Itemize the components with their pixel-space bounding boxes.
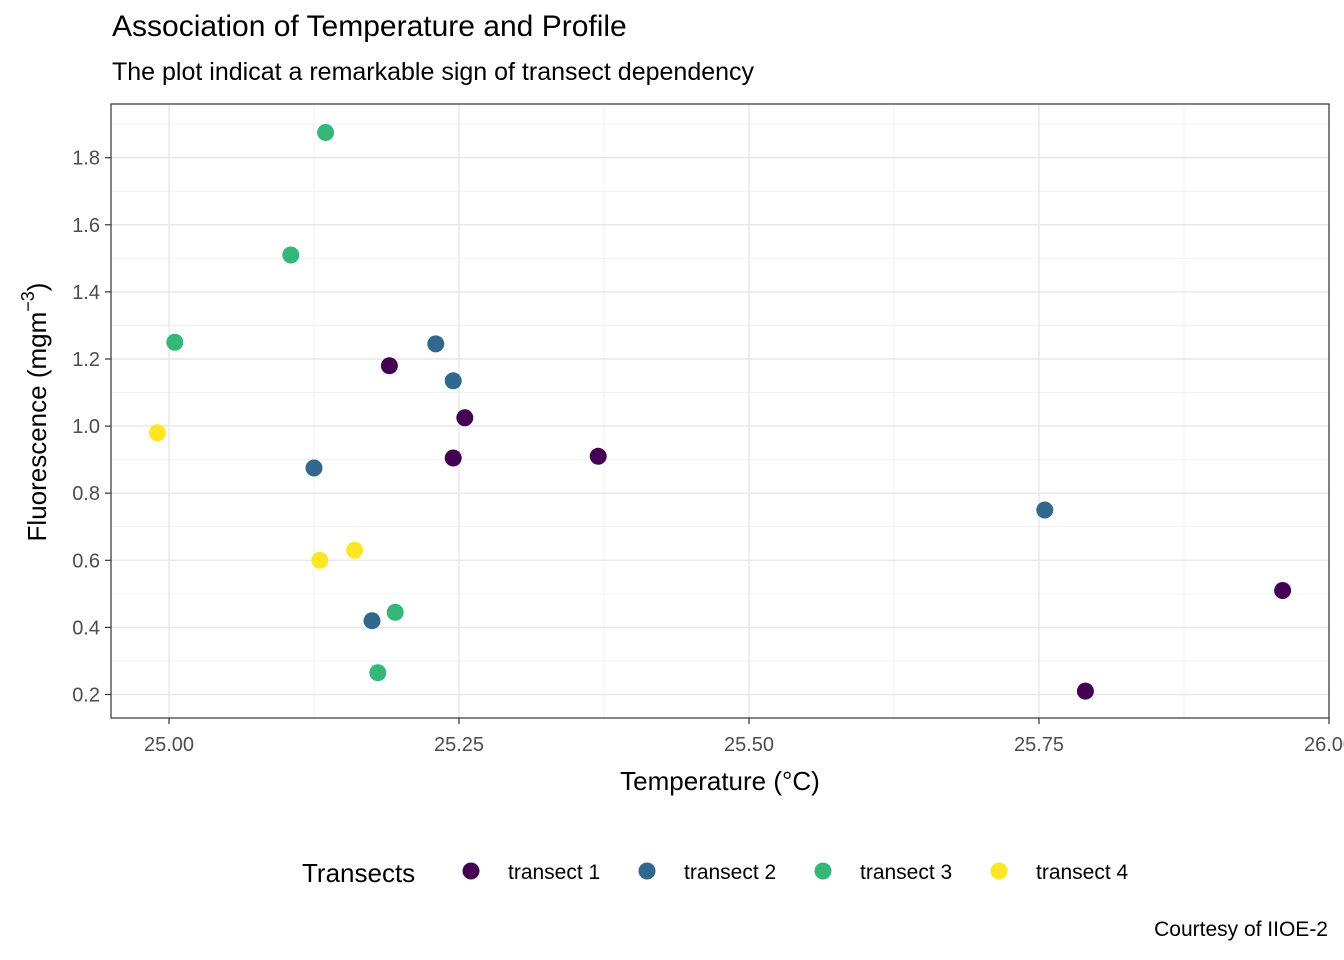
y-axis-title: Fluorescence (mgm−3) <box>18 283 52 542</box>
data-point-transect-2 <box>444 372 462 390</box>
data-point-transect-4 <box>148 424 166 442</box>
data-point-transect-3 <box>386 603 404 621</box>
x-axis-title: Temperature (°C) <box>620 766 820 796</box>
data-point-transect-2 <box>1036 501 1054 519</box>
data-point-transect-1 <box>444 449 462 467</box>
data-point-transect-1 <box>1076 682 1094 700</box>
x-tick-label: 25.25 <box>434 734 484 756</box>
y-tick-label: 0.8 <box>72 483 100 505</box>
y-tick-label: 1.2 <box>72 349 100 371</box>
x-tick-label: 25.50 <box>724 734 774 756</box>
x-tick-label: 25.75 <box>1014 734 1064 756</box>
legend-key-transect-2 <box>638 862 656 880</box>
chart-subtitle: The plot indicat a remarkable sign of tr… <box>112 58 755 86</box>
x-tick-label: 26.00 <box>1304 734 1344 756</box>
data-point-transect-4 <box>311 551 329 569</box>
data-point-transect-1 <box>1274 582 1292 600</box>
data-point-transect-2 <box>363 612 381 630</box>
data-point-transect-3 <box>317 124 335 142</box>
legend-label-transect-4: transect 4 <box>1036 861 1129 884</box>
legend: Transects transect 1 transect 2 transect 3… <box>302 858 1129 888</box>
data-point-transect-3 <box>166 333 184 351</box>
data-point-transect-3 <box>282 246 300 264</box>
legend-key-transect-3 <box>814 862 832 880</box>
legend-key-transect-4 <box>990 862 1008 880</box>
axis-ticks <box>105 157 1330 724</box>
y-tick-label: 0.6 <box>72 550 100 572</box>
legend-label-transect-3: transect 3 <box>860 861 952 884</box>
chart-title: Association of Temperature and Profile <box>112 10 627 43</box>
data-point-transect-1 <box>380 357 398 375</box>
legend-title: Transects <box>302 858 415 888</box>
legend-key-transect-1 <box>462 862 480 880</box>
y-tick-label: 1.4 <box>72 282 100 304</box>
legend-label-transect-2: transect 2 <box>684 861 776 884</box>
data-points <box>148 124 1292 700</box>
minor-gridlines <box>111 104 1329 718</box>
data-point-transect-1 <box>456 409 474 427</box>
y-axis-title-superscript: −3 <box>18 291 38 312</box>
major-gridlines <box>111 104 1330 718</box>
data-point-transect-2 <box>305 459 323 477</box>
y-tick-label: 1.6 <box>72 215 100 237</box>
tick-labels: 25.00 25.25 25.50 25.75 26.00 0.2 0.4 0.6 0.8 1.0… <box>72 148 1344 756</box>
y-axis-title-close: ) <box>22 283 52 292</box>
y-tick-label: 0.4 <box>72 617 100 639</box>
data-point-transect-2 <box>427 335 445 353</box>
y-tick-label: 1.8 <box>72 148 100 170</box>
legend-label-transect-1: transect 1 <box>508 861 600 884</box>
y-tick-label: 0.2 <box>72 685 100 707</box>
data-point-transect-3 <box>369 664 387 682</box>
y-tick-label: 1.0 <box>72 416 100 438</box>
x-tick-label: 25.00 <box>144 734 194 756</box>
data-point-transect-4 <box>346 541 364 559</box>
y-axis-title-main: Fluorescence (mgm <box>22 312 52 542</box>
data-point-transect-1 <box>589 447 607 465</box>
chart-caption: Courtesy of IIOE-2 <box>1154 918 1328 941</box>
plot-panel-border <box>110 103 1330 719</box>
